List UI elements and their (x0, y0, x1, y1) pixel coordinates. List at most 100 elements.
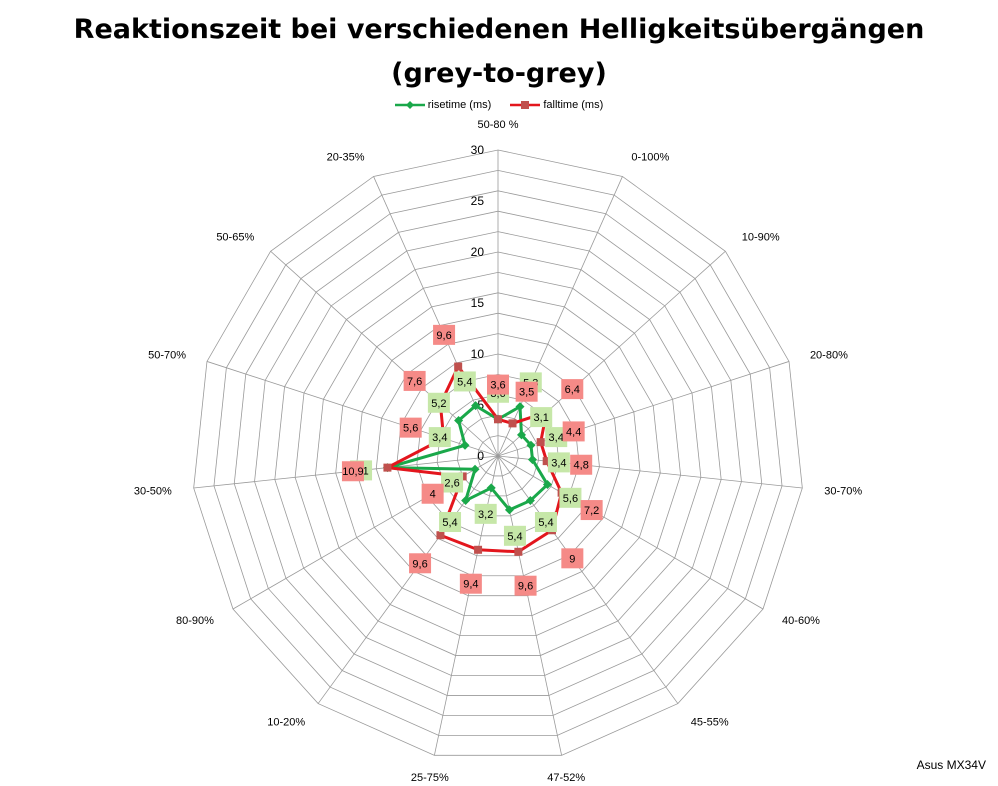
data-label: 9,4 (463, 579, 478, 591)
data-point (460, 440, 470, 450)
data-label-box (421, 483, 444, 504)
category-label: 50-70% (148, 350, 186, 362)
data-label: 9,6 (412, 558, 427, 570)
data-labels-falltime: 3,6 3,5 6,4 4,4 4,8 7,2 9 9,6 9,4 9,6 4 10,9 5,6 7,6 9… (341, 324, 603, 596)
data-label: 5,2 (431, 398, 446, 410)
data-label: 3,6 (490, 380, 505, 392)
chart-title: Reaktionszeit bei verschiedenen Helligke… (0, 8, 998, 96)
data-label-box (399, 417, 422, 438)
category-label: 10-90% (742, 232, 780, 244)
data-point (508, 419, 517, 428)
data-label-box (441, 472, 464, 493)
data-label: 3,2 (478, 509, 493, 521)
data-label-box (545, 427, 568, 448)
data-label: 5,6 (563, 493, 578, 505)
data-point (471, 401, 481, 411)
data-point (474, 545, 483, 554)
grid-ring (375, 333, 621, 577)
legend-label-risetime: risetime (ms) (427, 99, 492, 112)
data-label-box (403, 370, 426, 391)
data-label-box (341, 461, 364, 482)
legend-item-risetime: risetime (ms) (394, 99, 492, 112)
radar-grid (193, 149, 803, 756)
category-label: 80-90% (176, 615, 214, 627)
grid-ring (416, 373, 580, 537)
data-label-box (433, 324, 456, 345)
category-label: 30-50% (134, 485, 172, 497)
category-labels: 50-80 % 0-100% 10-90% 20-80% 30-70% 40-60% 45-… (134, 119, 862, 784)
grid-spoke (497, 455, 679, 704)
data-label: 5,4 (457, 376, 472, 388)
legend-swatch-falltime (510, 101, 541, 110)
data-label-box (580, 500, 603, 521)
series-line (385, 365, 564, 554)
data-point (383, 463, 392, 472)
data-label: 9,6 (436, 330, 451, 342)
data-label: 9 (569, 553, 575, 565)
chart-title-line-1: Reaktionszeit bei verschiedenen Helligke… (73, 14, 925, 45)
data-label: 5,4 (442, 517, 457, 529)
data-point (454, 416, 464, 426)
r-tick-label: 20 (471, 245, 485, 259)
data-point (461, 496, 471, 506)
data-label: 3,4 (549, 432, 564, 444)
legend-swatch-risetime (394, 101, 425, 110)
data-point (542, 480, 552, 490)
data-point (525, 496, 535, 506)
data-label-box (409, 553, 432, 574)
grid-spoke (497, 455, 563, 756)
legend: risetime (ms) falltime (ms) (0, 99, 998, 111)
data-point (514, 547, 523, 556)
grid-ring (294, 251, 702, 656)
r-tick-label: 10 (471, 347, 485, 361)
grid-ring (213, 169, 783, 736)
data-label-box (439, 512, 462, 533)
grid-ring (233, 190, 763, 716)
data-point (454, 362, 463, 371)
category-label: 50-80 % (478, 119, 519, 131)
grid-spoke (373, 176, 499, 457)
grid-ring (314, 271, 682, 636)
data-point (526, 440, 536, 450)
grid-ring (335, 292, 661, 617)
data-label: 9,6 (518, 581, 533, 593)
data-label-box (474, 503, 497, 524)
r-tick-label: 30 (471, 143, 485, 157)
category-label: 10-20% (267, 716, 305, 728)
data-label: 4,8 (574, 460, 589, 472)
category-label: 20-80% (810, 350, 848, 362)
data-point (486, 483, 496, 493)
data-point (542, 457, 551, 466)
data-label: 3,1 (534, 412, 549, 424)
r-axis-ticks: 0 5 10 15 20 25 30 (471, 143, 485, 463)
data-label-box (453, 371, 476, 392)
category-label: 47-52% (547, 772, 585, 784)
data-label-box (428, 427, 451, 448)
grid-spoke (497, 176, 623, 457)
data-label-box (427, 392, 450, 413)
data-label: 5,4 (538, 517, 553, 529)
data-point (470, 464, 480, 474)
grid-ring (477, 435, 519, 477)
data-label: 3,4 (551, 457, 566, 469)
category-label: 25-75% (411, 772, 449, 784)
category-label: 30-70% (824, 485, 862, 497)
data-label: 5,4 (507, 531, 522, 543)
data-label-box (515, 381, 538, 402)
data-label: 3,5 (519, 387, 534, 399)
data-label-box (487, 374, 509, 395)
data-label: 7,2 (584, 505, 599, 517)
data-label: 3,4 (432, 432, 447, 444)
data-point (515, 402, 525, 412)
data-label: 10,9 (342, 466, 363, 478)
r-tick-label: 5 (477, 398, 484, 412)
grid-spoke (497, 455, 764, 610)
chart-title-line-2: (grey-to-grey) (391, 58, 607, 89)
data-label: 6,4 (565, 384, 580, 396)
grid-ring (254, 210, 742, 696)
grid-ring (396, 353, 600, 557)
legend-item-falltime: falltime (ms) (510, 99, 603, 111)
data-point (494, 415, 502, 424)
data-point (536, 438, 545, 447)
